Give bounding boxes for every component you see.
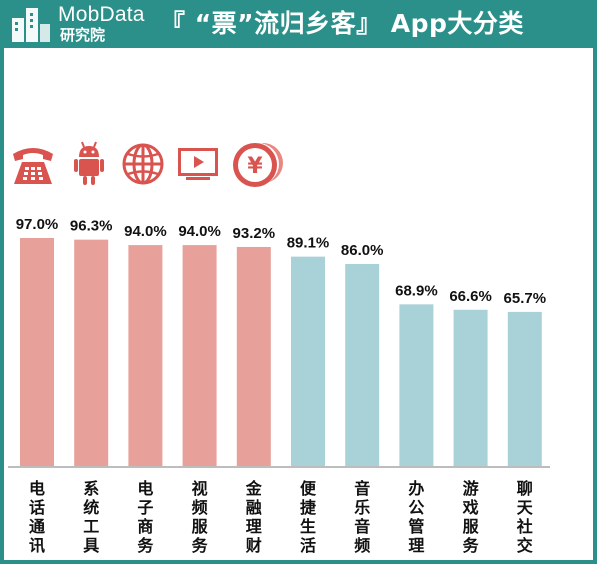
bar-9 bbox=[453, 309, 488, 467]
bar-5 bbox=[236, 246, 271, 467]
value-label-6: 89.1% bbox=[287, 235, 330, 252]
category-label-7: 音乐音频 bbox=[354, 479, 370, 555]
brand-subtitle: 研究院 bbox=[60, 26, 106, 44]
value-label-10: 65.7% bbox=[504, 290, 547, 307]
bar-10 bbox=[507, 311, 542, 467]
value-label-7: 86.0% bbox=[341, 242, 384, 259]
category-labels: 电话通讯 系统工具 电子商务 视频服务 金融理财 便捷生活 音乐音频 办公管理 游戏服务 聊天社交 bbox=[29, 479, 534, 555]
yuan-coin-icon: ¥ bbox=[233, 143, 283, 187]
category-label-1: 电话通讯 bbox=[29, 479, 45, 555]
category-label-5: 金融理财 bbox=[245, 479, 263, 555]
category-label-2: 系统工具 bbox=[83, 479, 99, 555]
value-label-2: 96.3% bbox=[70, 218, 113, 235]
category-label-6: 便捷生活 bbox=[300, 479, 317, 555]
value-labels: 97.0% 96.3% 94.0% 94.0% 93.2% 89.1% 86.0% 68.9%… bbox=[16, 216, 546, 307]
telephone-icon bbox=[13, 148, 53, 184]
header-bar: MobData 研究院 『 “票”流归乡客』 App大分类 bbox=[0, 0, 597, 48]
bar-2 bbox=[74, 239, 109, 467]
value-label-1: 97.0% bbox=[16, 216, 59, 233]
bar-4 bbox=[182, 245, 217, 467]
category-label-8: 办公管理 bbox=[408, 479, 424, 555]
category-label-10: 聊天社交 bbox=[516, 479, 534, 555]
video-icon bbox=[178, 148, 218, 180]
value-label-8: 68.9% bbox=[395, 282, 438, 299]
bar-8 bbox=[399, 304, 434, 467]
globe-icon bbox=[122, 143, 164, 185]
brand-name: MobData bbox=[58, 3, 145, 26]
value-label-4: 94.0% bbox=[178, 223, 221, 240]
svg-text:¥: ¥ bbox=[247, 154, 263, 179]
mobdata-logo-icon bbox=[12, 8, 50, 42]
bars bbox=[20, 238, 542, 467]
bar-3 bbox=[128, 245, 163, 467]
value-label-5: 93.2% bbox=[233, 225, 276, 242]
value-label-9: 66.6% bbox=[449, 288, 492, 305]
category-icons: ¥ bbox=[0, 138, 597, 194]
bar-6 bbox=[291, 256, 325, 467]
bar-1 bbox=[20, 238, 54, 467]
android-icon bbox=[74, 141, 104, 185]
category-label-4: 视频服务 bbox=[192, 479, 209, 555]
bar-7 bbox=[345, 263, 380, 467]
category-label-9: 游戏服务 bbox=[462, 479, 480, 555]
value-label-3: 94.0% bbox=[124, 223, 167, 240]
page-title: 『 “票”流归乡客』 App大分类 bbox=[160, 9, 524, 38]
category-label-3: 电子商务 bbox=[137, 479, 154, 555]
